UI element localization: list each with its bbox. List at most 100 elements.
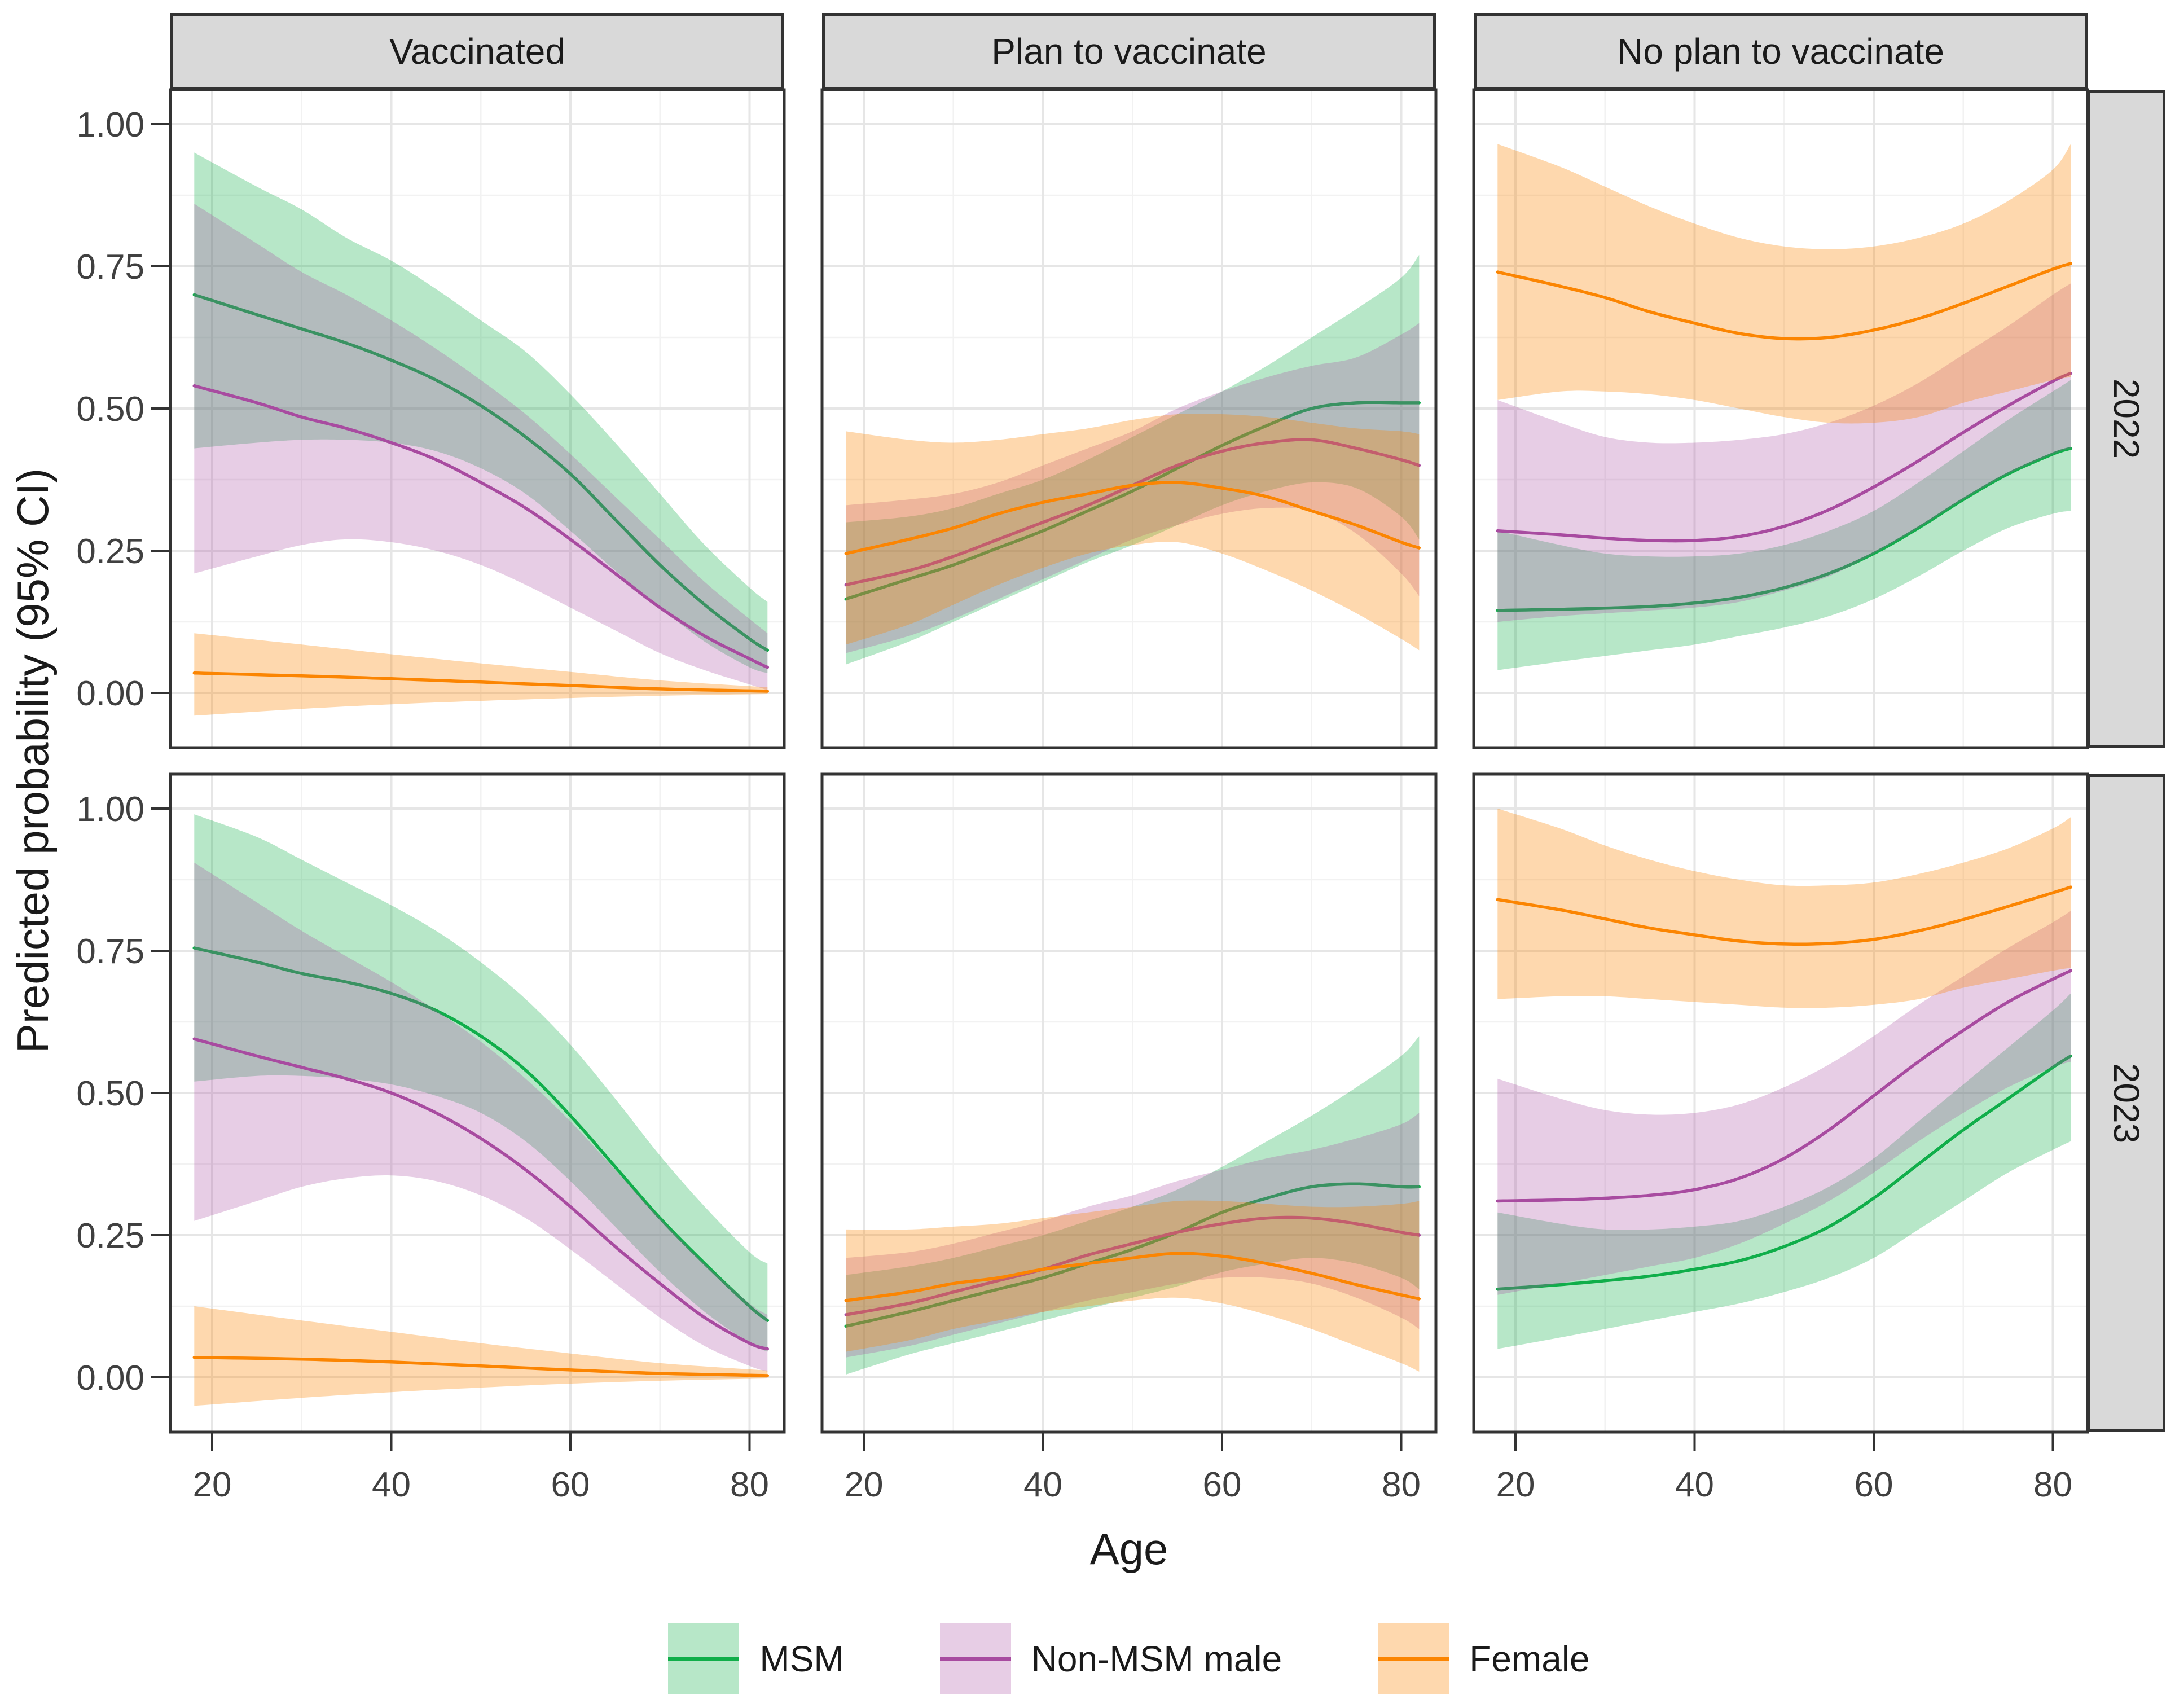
legend: MSM Non-MSM male Female: [170, 1621, 2088, 1697]
ci-ribbon-female: [846, 414, 1420, 651]
x-tick-label: 80: [730, 1465, 769, 1504]
mean-line-msm: [1496, 1054, 2073, 1291]
mean-line-msm: [1496, 446, 2073, 612]
legend-swatch-female: [1378, 1623, 1449, 1694]
x-tick-label: 40: [1023, 1465, 1062, 1504]
legend-item-non-msm-male: Non-MSM male: [939, 1623, 1282, 1694]
mean-line-non-msm-male: [192, 1037, 770, 1351]
ci-ribbon-female: [194, 633, 768, 716]
mean-line-non-msm-male: [192, 384, 770, 669]
panel-series: [192, 814, 770, 1406]
mean-line-female: [192, 671, 770, 693]
y-tick-label: 0.00: [76, 1359, 144, 1398]
facet-panel-vaccinated-2022: [169, 88, 786, 749]
x-tick-label: 20: [193, 1465, 232, 1504]
mean-line-female: [844, 481, 1421, 555]
y-tick-label: 1.00: [76, 106, 144, 144]
facet-strip-label: No plan to vaccinate: [1617, 31, 1944, 72]
ci-ribbon-non-msm-male: [1497, 911, 2071, 1295]
y-tick-label: 0.75: [76, 932, 144, 971]
ci-ribbon-female: [846, 1200, 1420, 1372]
panel-series: [844, 1036, 1421, 1375]
x-tick-label: 20: [845, 1465, 884, 1504]
legend-label-female: Female: [1469, 1639, 1590, 1679]
facet-strip-label: 2022: [2106, 378, 2147, 459]
legend-item-female: Female: [1378, 1623, 1590, 1694]
mean-line-female: [1496, 885, 2073, 946]
mean-line-female: [1496, 262, 2073, 341]
y-tick-label: 0.00: [76, 674, 144, 713]
panel-series: [1496, 809, 2073, 1349]
facet-strip-plan-to-vaccinate: Plan to vaccinate: [822, 13, 1436, 90]
facet-strip-vaccinated: Vaccinated: [170, 13, 784, 90]
facet-panel-plan-to-vaccinate-2023: [820, 772, 1438, 1434]
panel-background: [170, 774, 784, 1432]
ci-ribbon-msm: [1497, 380, 2071, 670]
facet-panel-no-plan-to-vaccinate-2022: [1472, 88, 2089, 749]
x-tick-label: 80: [2033, 1465, 2072, 1504]
y-tick-label: 0.25: [76, 532, 144, 571]
ci-ribbon-non-msm-male: [1497, 283, 2071, 622]
panel-background: [822, 90, 1436, 748]
facet-strip-2023: 2023: [2088, 774, 2165, 1432]
x-axis-title: Age: [1089, 1524, 1168, 1574]
facet-panel-plan-to-vaccinate-2022: [820, 88, 1438, 749]
legend-line-non-msm-male: [939, 1657, 1011, 1661]
panel-background: [170, 90, 784, 748]
x-tick-label: 60: [551, 1465, 590, 1504]
y-tick-label: 0.50: [76, 390, 144, 429]
facet-strip-no-plan-to-vaccinate: No plan to vaccinate: [1474, 13, 2088, 90]
facet-panel-vaccinated-2023: [169, 772, 786, 1434]
legend-swatch-msm: [668, 1623, 740, 1694]
mean-line-non-msm-male: [1496, 371, 2073, 543]
mean-line-msm: [192, 293, 770, 652]
x-axis: 20 40 60 80 20 40 60 80 20 40 60 80: [193, 1432, 2072, 1504]
ci-ribbon-non-msm-male: [846, 323, 1420, 653]
ci-ribbon-msm: [1497, 993, 2071, 1349]
mean-line-msm: [844, 401, 1421, 601]
ci-ribbon-female: [1497, 809, 2071, 1008]
legend-line-female: [1378, 1657, 1449, 1661]
ci-ribbon-female: [194, 1306, 768, 1406]
x-tick-label: 40: [372, 1465, 411, 1504]
mean-line-msm: [844, 1182, 1421, 1328]
ci-ribbon-msm: [846, 254, 1420, 665]
legend-label-msm: MSM: [759, 1639, 844, 1679]
legend-swatch-non-msm-male: [939, 1623, 1011, 1694]
facet-strip-2022: 2022: [2088, 90, 2165, 748]
facet-strip-label: Plan to vaccinate: [991, 31, 1267, 72]
mean-line-female: [844, 1252, 1421, 1302]
facet-strip-label: Vaccinated: [389, 31, 565, 72]
mean-line-msm: [192, 946, 770, 1322]
x-tick-label: 20: [1496, 1465, 1535, 1504]
y-tick-label: 0.25: [76, 1217, 144, 1255]
mean-line-non-msm-male: [844, 1215, 1421, 1316]
y-tick-label: 0.75: [76, 248, 144, 287]
ci-ribbon-female: [1497, 144, 2071, 424]
panel-gridlines: [822, 90, 1436, 748]
y-axis-title: Predicted probability (95% CI): [8, 468, 58, 1053]
x-tick-label: 80: [1382, 1465, 1421, 1504]
panel-gridlines: [170, 774, 784, 1432]
panel-background: [1474, 774, 2088, 1432]
mean-line-female: [192, 1355, 770, 1377]
panel-border: [820, 88, 1438, 749]
panel-gridlines: [1474, 774, 2088, 1432]
x-tick-label: 60: [1203, 1465, 1242, 1504]
ci-ribbon-non-msm-male: [194, 862, 768, 1372]
ci-ribbon-non-msm-male: [846, 1113, 1420, 1358]
legend-item-msm: MSM: [668, 1623, 844, 1694]
mean-line-non-msm-male: [844, 438, 1421, 587]
ci-ribbon-non-msm-male: [194, 204, 768, 691]
ci-ribbon-msm: [194, 814, 768, 1352]
mean-line-non-msm-male: [1496, 969, 2073, 1203]
panel-border: [169, 772, 786, 1434]
panel-series: [192, 152, 770, 716]
y-tick-label: 0.50: [76, 1074, 144, 1113]
panel-background: [822, 774, 1436, 1432]
ci-ribbon-msm: [194, 152, 768, 673]
x-tick-label: 40: [1675, 1465, 1714, 1504]
y-tick-label: 1.00: [76, 790, 144, 829]
